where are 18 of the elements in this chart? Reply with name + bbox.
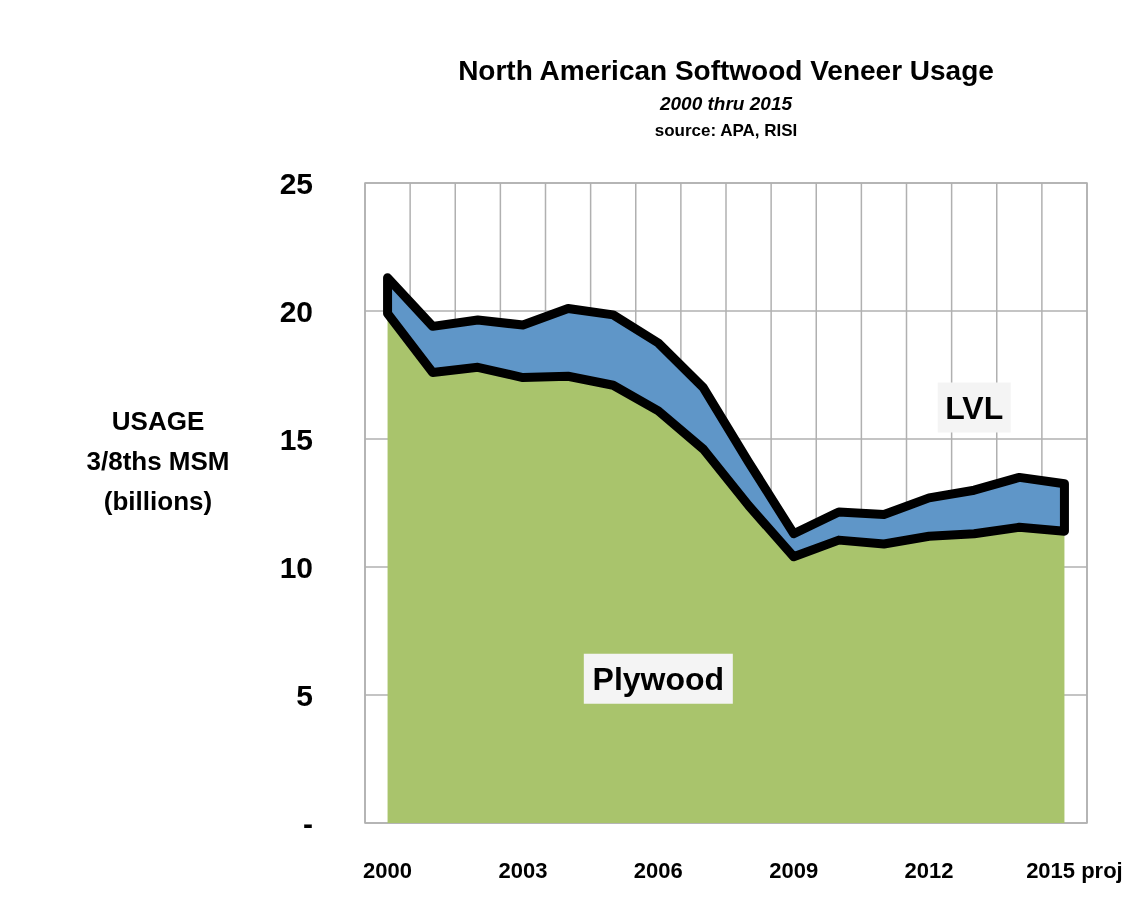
x-tick-label: 2012	[904, 858, 954, 883]
y-tick-label: 5	[296, 678, 313, 712]
x-tick-label: 2000	[363, 858, 413, 883]
series-label: LVL	[945, 389, 1004, 426]
x-tick-label: 2006	[633, 858, 683, 883]
y-tick-label: 10	[279, 550, 313, 584]
y-tick-label: 25	[279, 166, 313, 200]
x-tick-label: 2015 proj	[1026, 858, 1123, 883]
y-tick-label: -	[303, 806, 313, 840]
x-tick-label: 2003	[498, 858, 548, 883]
chart-subtitle: 2000 thru 2015	[658, 93, 793, 114]
series-label: Plywood	[592, 660, 725, 697]
source-note: source: APA, RISI	[654, 121, 798, 140]
y-tick-label: 20	[279, 294, 313, 328]
y-tick-label: 15	[279, 422, 313, 456]
x-tick-label: 2009	[769, 858, 819, 883]
y-axis-title: USAGE 3/8ths MSM (billions)	[86, 406, 230, 516]
chart-title: North American Softwood Veneer Usage	[458, 55, 994, 86]
